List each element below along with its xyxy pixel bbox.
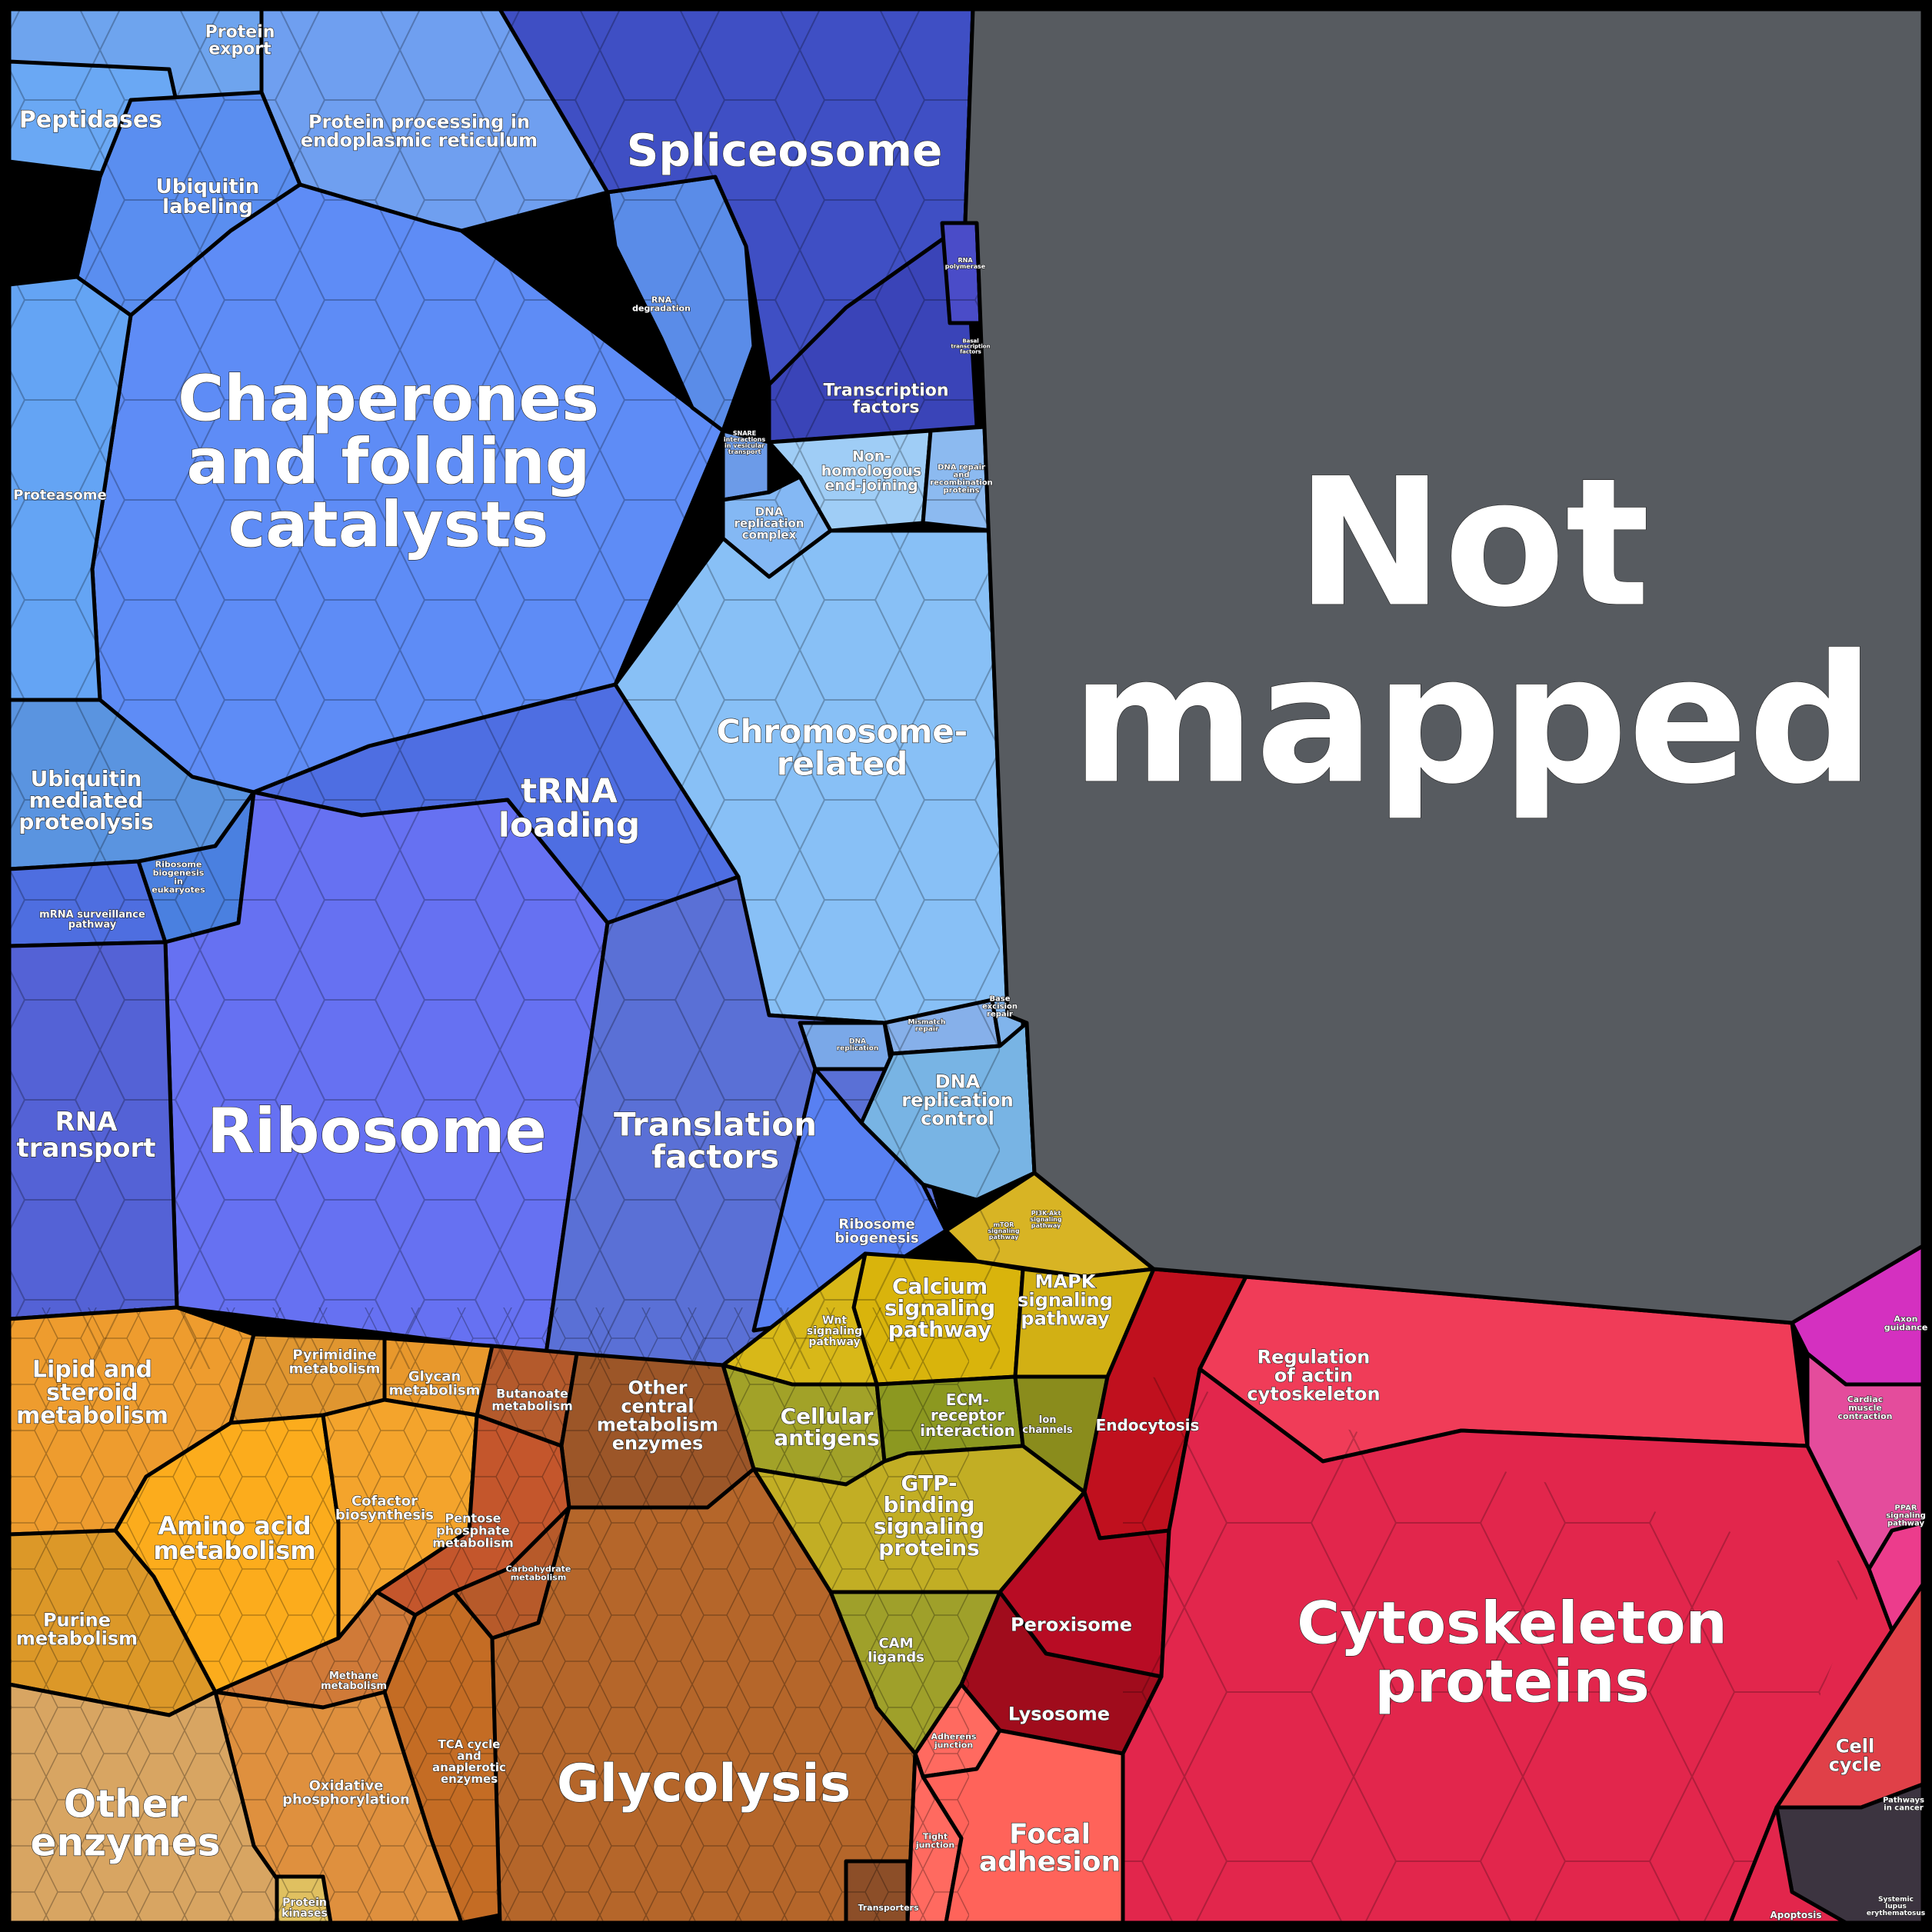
label-protein-kinases: Protein kinases	[281, 1897, 328, 1920]
label-ecm: ECM-receptor interaction	[920, 1391, 1015, 1440]
label-ribosome-biogenesis: Ribosome biogenesis	[834, 1216, 918, 1246]
label-ubiquitin-labeling: Ubiquitin labeling	[156, 175, 260, 218]
label-lipid: Lipid and steroid metabolism	[16, 1357, 168, 1430]
label-layer: Protein export Peptidases Protein process…	[13, 22, 1928, 1921]
label-mapk: MAPK signaling pathway	[1018, 1271, 1113, 1329]
label-mismatch-repair: Mismatch repair	[908, 1019, 946, 1034]
label-focal-adhesion: Focal adhesion	[979, 1819, 1121, 1878]
label-apoptosis: Apoptosis	[1770, 1910, 1821, 1920]
label-cam: CAM ligands	[868, 1635, 924, 1665]
label-purine: Purine metabolism	[16, 1609, 138, 1649]
label-endocytosis: Endocytosis	[1096, 1416, 1200, 1434]
label-ppar: PPAR signaling pathway	[1886, 1504, 1926, 1528]
label-cofactor: Cofactor biosynthesis	[335, 1493, 434, 1523]
label-wnt: Wnt signaling pathway	[807, 1314, 862, 1348]
label-tight-junction: Tight junction	[915, 1831, 954, 1850]
label-ion-channels: Ion channels	[1022, 1414, 1073, 1436]
label-translation-factors: Translation factors	[614, 1106, 817, 1176]
label-dna-replication-complex: DNA replication complex	[734, 505, 804, 541]
label-proteasome: Proteasome	[13, 487, 106, 503]
label-nhej: Non-homologous end-joining	[821, 448, 922, 495]
label-chromosome: Chromosome-related	[717, 713, 968, 783]
label-other-central: Other central metabolism enzymes	[597, 1377, 718, 1454]
region-transporters	[844, 1859, 910, 1925]
label-tca: TCA cycle and anaplerotic enzymes	[432, 1737, 506, 1786]
label-pentose: Pentose phosphate metabolism	[432, 1511, 514, 1551]
label-basal-transcription: Basal transcription factors	[951, 338, 990, 355]
label-adherens: Adherens junction	[931, 1731, 977, 1750]
label-dna-replication-control: DNA replication control	[901, 1071, 1013, 1129]
label-snare: SNARE interactions in vesicular transport	[724, 430, 766, 455]
label-oxidative: Oxidative phosphorylation	[282, 1777, 410, 1807]
label-glycan: Glycan metabolism	[389, 1368, 481, 1398]
label-spliceosome: Spliceosome	[627, 124, 943, 176]
label-not-mapped: Not mapped	[1071, 441, 1875, 824]
label-methane: Methane metabolism	[321, 1671, 387, 1692]
label-lupus: Systemic lupus erythematosus	[1867, 1896, 1925, 1917]
label-lysosome: Lysosome	[1008, 1703, 1110, 1724]
label-peptidases: Peptidases	[19, 107, 162, 134]
label-regulation-actin: Regulation of actin cytoskeleton	[1247, 1346, 1380, 1404]
label-rna-polymerase: RNA polymerase	[945, 257, 986, 270]
label-cell-cycle: Cell cycle	[1829, 1735, 1882, 1775]
label-carbohydrate: Carbohydrate metabolism	[506, 1564, 571, 1582]
label-rna-degradation: RNA degradation	[632, 295, 691, 313]
label-base-excision: Base excision repair	[982, 995, 1018, 1019]
label-gtp: GTP-binding signaling proteins	[874, 1471, 984, 1561]
label-ubiquitin-proteolysis: Ubiquitin mediated proteolysis	[18, 766, 153, 834]
label-cytoskeleton: Cytoskeleton proteins	[1297, 1589, 1727, 1716]
label-dna-replication: DNA replication	[837, 1038, 879, 1053]
label-pathways-cancer: Pathways in cancer	[1883, 1797, 1924, 1813]
label-mtor: mTOR signaling pathway	[988, 1221, 1020, 1241]
label-other-enzymes: Other enzymes	[31, 1782, 221, 1865]
label-transporters: Transporters	[858, 1903, 919, 1913]
label-mrna-surveillance: mRNA surveillance pathway	[39, 909, 145, 931]
label-axon-guidance: Axon guidance	[1884, 1314, 1928, 1332]
label-cellular-antigens: Cellular antigens	[774, 1404, 879, 1451]
label-ribosome: Ribosome	[207, 1095, 546, 1167]
label-trna: tRNA loading	[498, 771, 640, 844]
label-butanoate: Butanoate metabolism	[491, 1387, 573, 1414]
label-pi3k: PI3K-Akt signaling pathway	[1030, 1210, 1062, 1229]
region-rna-polymerase	[940, 221, 983, 325]
label-chaperones: Chaperones and folding catalysts	[178, 363, 599, 562]
label-amino-acid: Amino acid metabolism	[153, 1511, 315, 1565]
label-pyrimidine: Pyrimidine metabolism	[289, 1347, 381, 1377]
label-cardiac: Cardiac muscle contraction	[1838, 1394, 1893, 1421]
label-protein-processing: Protein processing in endoplasmic reticul…	[301, 111, 538, 151]
label-protein-export: Protein export	[205, 23, 275, 59]
label-calcium: Calcium signaling pathway	[884, 1274, 995, 1342]
label-ribosome-biogenesis-euk: Ribosome biogenesis in eukaryotes	[152, 859, 205, 894]
label-peroxisome: Peroxisome	[1011, 1614, 1132, 1635]
label-dna-repair: DNA repair and recombination proteins	[930, 464, 993, 495]
label-rna-transport: RNA transport	[16, 1107, 155, 1164]
label-transcription-factors: Transcription factors	[823, 381, 948, 418]
label-glycolysis: Glycolysis	[557, 1754, 851, 1814]
